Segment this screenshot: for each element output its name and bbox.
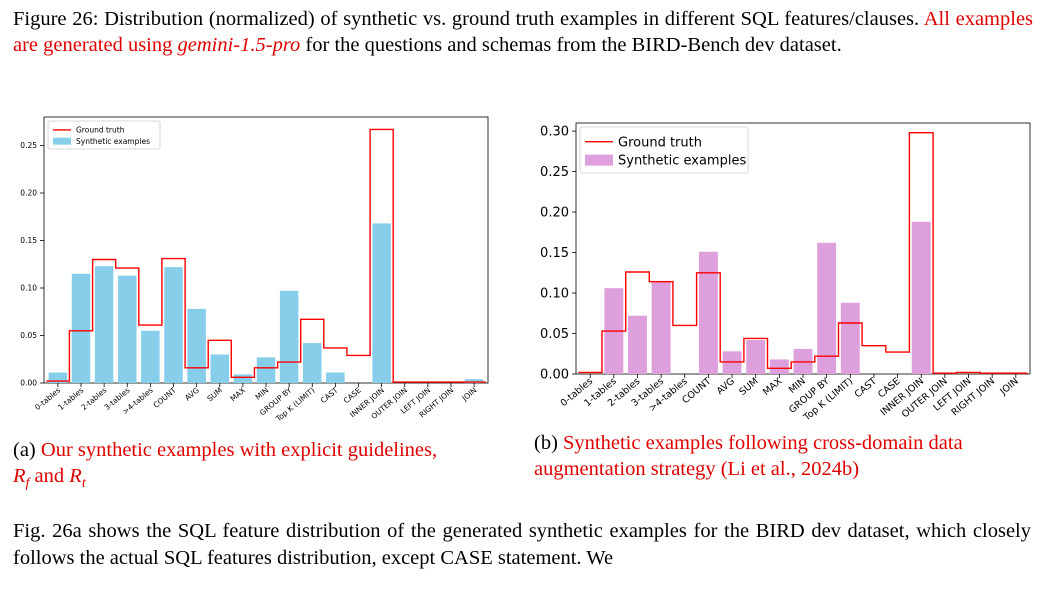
subcaption-b-text: Synthetic examples following cross-domai… xyxy=(534,432,963,480)
x-tick-label: JOIN xyxy=(997,376,1020,398)
legend-synthetic-key xyxy=(53,137,71,145)
legend-synthetic-label: Synthetic examples xyxy=(76,137,150,146)
x-tick-label: COUNT xyxy=(151,385,178,409)
y-tick-label: 0.15 xyxy=(20,236,37,245)
caption-text: Distribution (normalized) of synthetic v… xyxy=(104,8,920,30)
legend-box xyxy=(47,120,161,150)
bar-sum xyxy=(746,339,766,374)
x-tick-label: MAX xyxy=(229,386,248,404)
subcaption-b-tag: (b) xyxy=(534,432,558,454)
y-tick-label: 0.00 xyxy=(20,379,37,388)
bar-count xyxy=(164,267,183,383)
ground-truth-line xyxy=(578,132,1028,374)
y-tick-label: 0.10 xyxy=(540,287,569,302)
bar-min xyxy=(256,357,276,383)
bar-2-tables xyxy=(94,266,114,383)
bar-inner-join xyxy=(372,223,391,383)
y-tick-label: 0.15 xyxy=(540,246,569,261)
model-name: gemini-1.5-pro xyxy=(177,34,301,56)
subcaption-b: (b) Synthetic examples following cross-d… xyxy=(534,430,1024,482)
y-tick-label: 0.00 xyxy=(540,368,569,383)
chart-a: 0.000.050.100.150.200.250-tables1-tables… xyxy=(20,116,489,424)
y-tick-label: 0.20 xyxy=(540,206,569,221)
bar-count xyxy=(698,251,718,374)
bar-top-k-limit- xyxy=(840,302,860,374)
bar--4-tables xyxy=(141,330,160,383)
bar-sum xyxy=(210,354,229,383)
y-tick-label: 0.30 xyxy=(540,125,569,140)
legend-ground-truth-label: Ground truth xyxy=(618,135,702,150)
x-tick-label: CAST xyxy=(319,385,340,405)
x-tick-label: AVG xyxy=(183,386,201,403)
bar-max xyxy=(769,359,789,374)
legend-synthetic-label: Synthetic examples xyxy=(618,154,746,169)
y-tick-label: 0.05 xyxy=(20,331,37,340)
figure-label: Figure 26: xyxy=(13,8,99,30)
x-tick-label: SUM xyxy=(737,376,760,398)
body-paragraph: Fig. 26a shows the SQL feature distribut… xyxy=(13,520,1031,569)
bar-avg xyxy=(187,308,206,383)
subcaption-a: (a) Our synthetic examples with explicit… xyxy=(13,437,503,497)
subcaption-a-math: Rf and Rt xyxy=(13,465,86,492)
bar-top-k-limit- xyxy=(303,343,322,383)
y-tick-label: 0.25 xyxy=(20,141,37,150)
caption-tail: for the questions and schemas from the B… xyxy=(305,34,842,56)
bar-inner-join xyxy=(911,221,931,374)
bar-max xyxy=(233,374,253,383)
figure-caption: Figure 26: Distribution (normalized) of … xyxy=(13,6,1033,58)
ground-truth-line xyxy=(46,128,486,383)
x-tick-label: CAST xyxy=(853,376,879,401)
y-tick-label: 0.10 xyxy=(20,284,37,293)
subcaption-a-text: Our synthetic examples with explicit gui… xyxy=(40,439,438,461)
bar-0-tables xyxy=(48,372,68,383)
subcaption-a-tag: (a) xyxy=(13,439,36,461)
x-tick-label: MIN xyxy=(254,386,271,402)
bar-group-by xyxy=(279,290,299,383)
y-tick-label: 0.20 xyxy=(20,189,37,198)
legend-synthetic-key xyxy=(585,154,613,166)
legend-box xyxy=(579,126,749,174)
x-tick-label: SUM xyxy=(205,386,224,404)
bar-avg xyxy=(722,351,742,374)
bar-group-by xyxy=(817,242,837,374)
chart-b: 0.000.050.100.150.200.250.300-tables1-ta… xyxy=(540,122,1031,424)
bar-2-tables xyxy=(628,315,647,374)
x-tick-label: AVG xyxy=(715,376,737,397)
bar-join xyxy=(464,379,484,383)
bar-cast xyxy=(326,372,345,383)
x-tick-label: MAX xyxy=(761,376,785,398)
bar-1-tables xyxy=(71,273,91,383)
bar-3-tables xyxy=(651,280,671,374)
bar-3-tables xyxy=(118,275,137,383)
legend-ground-truth-label: Ground truth xyxy=(76,126,125,135)
y-tick-label: 0.25 xyxy=(540,165,569,180)
caption-red-text: All examples are generated using xyxy=(13,8,1034,56)
x-tick-label: JOIN xyxy=(460,386,479,404)
y-tick-label: 0.05 xyxy=(540,327,569,342)
